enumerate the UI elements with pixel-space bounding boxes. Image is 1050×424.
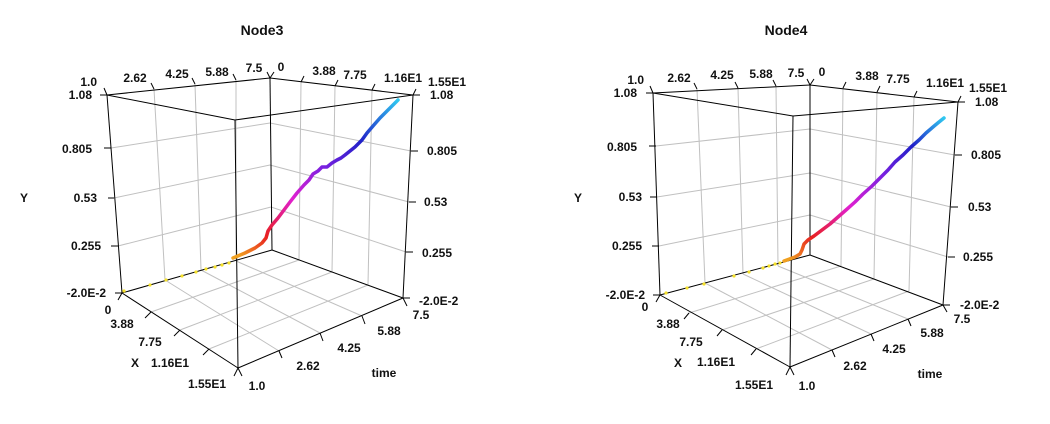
top-time-tick: 5.88 [205,65,229,79]
left-y-tick: 0.53 [74,191,98,205]
chart-title: Node3 [241,22,284,38]
left-y-tick: 0.53 [619,190,643,204]
right-y-tick: 0.53 [968,200,992,214]
top-x-tick: 3.88 [312,64,336,78]
bottom-x-tick: 1.55E1 [188,377,226,391]
bottom-time-tick: 1.0 [249,379,266,393]
top-time-tick: 1.0 [627,73,644,87]
top-x-tick: 0 [819,65,826,79]
left-y-tick: 1.08 [614,86,638,100]
bottom-time-tick: 4.25 [337,341,361,355]
right-y-tick: 0.255 [963,250,993,264]
top-time-tick: 7.5 [246,61,263,75]
top-time-tick: 4.25 [165,67,189,81]
top-time-tick: 2.62 [123,71,147,85]
right-y-tick: -2.0E-2 [960,298,1000,312]
bottom-x-tick: 7.75 [138,335,162,349]
left-y-tick: 0.255 [612,239,642,253]
top-time-tick: 2.62 [667,71,691,85]
axis-ticks [646,78,965,376]
top-x-tick: 3.88 [855,69,879,83]
right-y-tick: 1.08 [430,88,454,102]
top-x-tick: 0 [278,60,285,74]
x-axis-label: X [131,356,139,370]
top-time-tick: 1.0 [80,75,97,89]
top-time-tick: 4.25 [710,68,734,82]
right-y-tick: 1.08 [975,95,999,109]
time-axis-label: time [372,366,397,380]
right-y-tick: 0.805 [427,144,457,158]
left-y-tick: 0.255 [71,239,101,253]
right-y-tick: 0.53 [424,195,448,209]
bottom-time-tick: 2.62 [843,359,867,373]
gridlines [655,85,956,351]
trajectory-series [664,116,946,295]
gridlines [110,80,412,352]
y-axis-label: Y [574,191,582,205]
right-y-tick: 0.805 [971,148,1001,162]
plot-node4: Node4 [574,22,1007,393]
y-axis-label: Y [20,191,28,205]
axis-ticks [100,71,420,377]
bottom-time-tick: 1.0 [799,379,816,393]
top-x-tick: 1.16E1 [926,76,964,90]
bottom-time-tick: 7.5 [413,308,430,322]
top-time-tick: 7.5 [788,66,805,80]
left-y-tick: -2.0E-2 [606,288,646,302]
bottom-x-tick: 7.75 [679,335,703,349]
trajectory-series [122,98,400,293]
top-x-tick: 7.75 [886,72,910,86]
left-y-tick: -2.0E-2 [67,286,107,300]
bottom-x-tick: 1.16E1 [697,355,735,369]
left-y-tick: 0.805 [607,140,637,154]
plot-node3: Node3 [20,22,466,393]
bottom-x-tick: 1.55E1 [735,378,773,392]
right-y-tick: 0.255 [422,246,452,260]
bottom-time-tick: 5.88 [920,326,944,340]
bottom-x-tick: 1.16E1 [151,356,189,370]
left-y-tick: 0.805 [62,142,92,156]
bottom-time-tick: 2.62 [296,359,320,373]
bottom-x-tick: 3.88 [656,317,680,331]
top-x-tick: 1.55E1 [428,75,466,89]
right-y-tick: -2.0E-2 [419,294,459,308]
bottom-x-tick: 0 [642,300,649,314]
axis-box [106,77,414,369]
bottom-time-tick: 4.25 [882,342,906,356]
top-x-tick: 7.75 [343,68,367,82]
time-axis-label: time [918,367,943,381]
bottom-time-tick: 7.5 [954,312,971,326]
x-axis-label: X [674,356,682,370]
top-time-tick: 5.88 [749,67,773,81]
top-x-tick: 1.16E1 [384,71,422,85]
left-y-tick: 1.08 [69,88,93,102]
axis-box [652,84,959,368]
top-x-tick: 1.55E1 [969,81,1007,95]
bottom-time-tick: 5.88 [377,324,401,338]
bottom-x-tick: 3.88 [110,317,134,331]
chart-title: Node4 [765,22,808,38]
bottom-x-tick: 0 [105,303,112,317]
